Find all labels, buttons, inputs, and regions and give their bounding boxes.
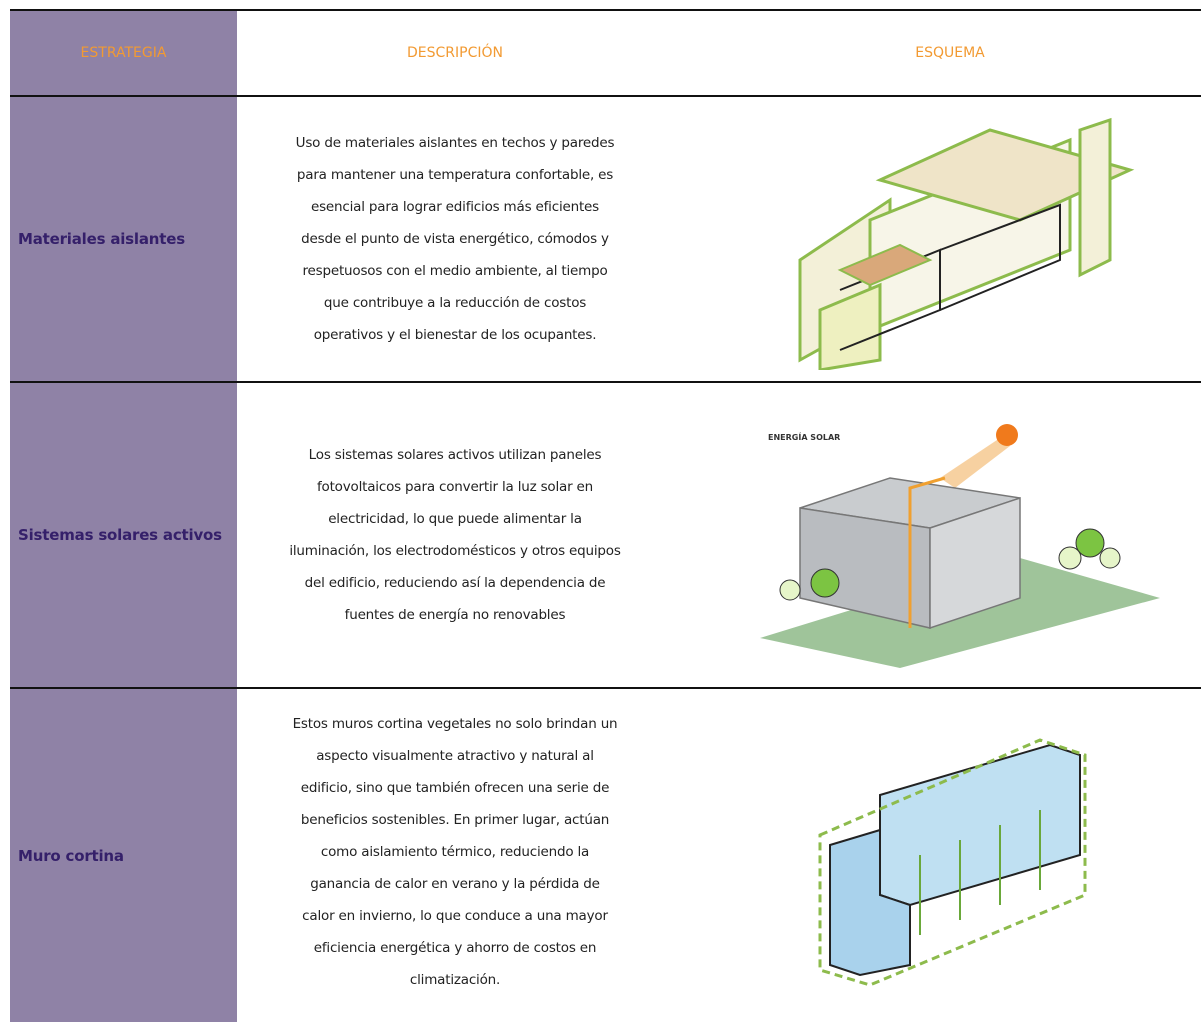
description-line: fuentes de energía no renovables (344, 607, 566, 623)
schematic-solar: ENERGÍA SOLAR (760, 424, 1160, 668)
description-line: operativos y el bienestar de los ocupant… (313, 327, 597, 343)
schematic-insulation (798, 117, 1135, 370)
description-line: desde el punto de vista energético, cómo… (301, 231, 609, 247)
rule (10, 95, 1201, 97)
description-line: esencial para lograr edificios más efici… (310, 199, 599, 215)
description: Uso de materiales aislantes en techos y … (237, 97, 673, 381)
description-line: del edificio, reduciendo así la dependen… (304, 575, 606, 591)
description-line: Uso de materiales aislantes en techos y … (295, 135, 615, 151)
description-line: aspecto visualmente atractivo y natural … (316, 748, 594, 764)
description-line: iluminación, los electrodomésticos y otr… (289, 543, 621, 559)
description-line: para mantener una temperatura confortabl… (296, 167, 614, 183)
strategy: Materiales aislantes (18, 230, 185, 248)
description-line: que contribuye a la reducción de costos (323, 295, 587, 311)
description-line: respetuosos con el medio ambiente, al ti… (302, 263, 608, 279)
header-cell: DESCRIPCIÓN (407, 45, 503, 61)
description-line: Estos muros cortina vegetales no solo br… (292, 716, 618, 732)
strategy: Sistemas solares activos (18, 526, 222, 544)
description-line: edificio, sino que también ofrecen una s… (300, 780, 610, 796)
strategy: Muro cortina (18, 846, 124, 865)
description-line: fotovoltaicos para convertir la luz sola… (316, 479, 594, 495)
description-line: beneficios sostenibles. En primer lugar,… (300, 812, 610, 828)
description-line: calor en invierno, lo que conduce a una … (302, 908, 608, 924)
description-line: electricidad, lo que puede alimentar la (328, 511, 582, 527)
rule (10, 9, 1201, 11)
description-line: eficiencia energética y ahorro de costos… (313, 940, 597, 956)
schematic-label: ENERGÍA SOLAR (768, 431, 840, 442)
description: Los sistemas solares activos utilizan pa… (237, 383, 673, 687)
description-line: climatización. (409, 972, 501, 988)
rule (10, 687, 1201, 689)
schematic-curtain-wall (818, 738, 1087, 987)
description-line: Los sistemas solares activos utilizan pa… (308, 447, 602, 463)
header-cell: ESQUEMA (915, 45, 985, 61)
header-cell: ESTRATEGIA (80, 45, 167, 61)
description-line: ganancia de calor en verano y la pérdida… (310, 876, 600, 892)
description: Estos muros cortina vegetales no solo br… (237, 689, 673, 1015)
strategy-column (10, 10, 237, 1022)
description-line: como aislamiento térmico, reduciendo la (320, 844, 590, 860)
rule (10, 381, 1201, 383)
